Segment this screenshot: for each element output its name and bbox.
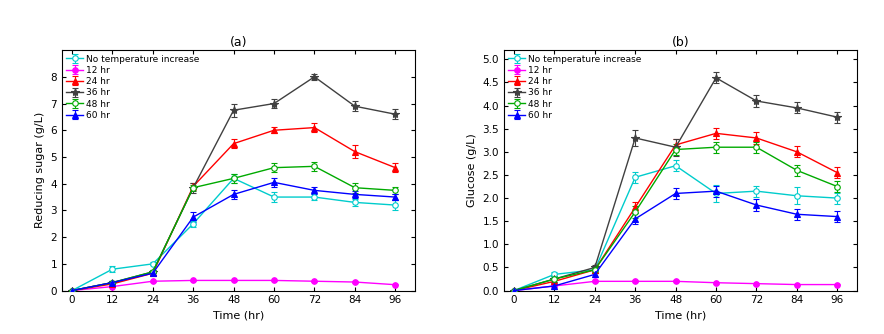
Title: (a): (a) [230,36,248,49]
Y-axis label: Glucose (g/L): Glucose (g/L) [467,134,476,207]
Y-axis label: Reducing sugar (g/L): Reducing sugar (g/L) [34,112,45,228]
Legend: No temperature increase, 12 hr, 24 hr, 36 hr, 48 hr, 60 hr: No temperature increase, 12 hr, 24 hr, 3… [65,53,202,122]
X-axis label: Time (hr): Time (hr) [213,311,264,321]
Title: (b): (b) [672,36,690,49]
X-axis label: Time (hr): Time (hr) [655,311,706,321]
Legend: No temperature increase, 12 hr, 24 hr, 36 hr, 48 hr, 60 hr: No temperature increase, 12 hr, 24 hr, 3… [507,53,644,122]
